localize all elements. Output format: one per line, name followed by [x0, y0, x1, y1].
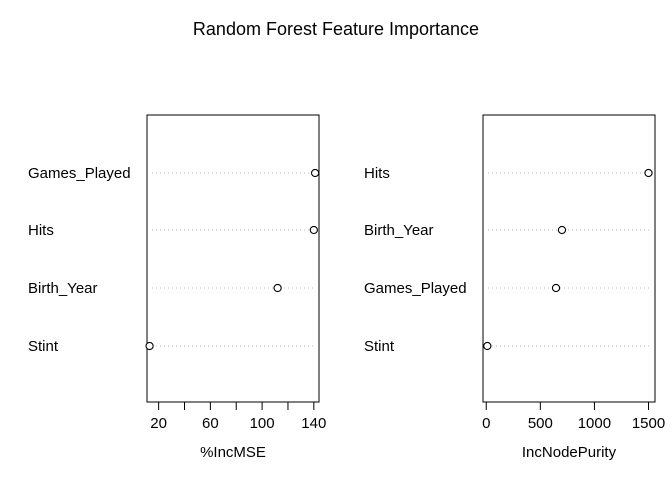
- category-label: Stint: [28, 338, 59, 355]
- x-tick-label: 60: [202, 415, 219, 432]
- category-label: Stint: [364, 338, 395, 355]
- x-tick-label: 0: [482, 415, 490, 432]
- panel-incmse: Games_Played Hits Birth_Year Stint 20 60 100 14…: [28, 114, 326, 461]
- data-point: [273, 283, 282, 293]
- category-label: Games_Played: [364, 280, 467, 297]
- category-label: Birth_Year: [364, 222, 434, 239]
- x-axis-label: IncNodePurity: [522, 444, 617, 461]
- data-point: [557, 225, 567, 235]
- data-point: [644, 168, 653, 178]
- x-tick-label: 20: [150, 415, 167, 432]
- data-point: [145, 341, 154, 351]
- data-point: [483, 341, 492, 351]
- category-label: Games_Played: [28, 165, 131, 182]
- data-point: [551, 283, 561, 293]
- x-tick-label: 1500: [632, 415, 665, 432]
- data-point: [310, 168, 320, 178]
- data-point: [309, 225, 318, 235]
- chart-title: Random Forest Feature Importance: [193, 19, 479, 39]
- category-label: Hits: [364, 165, 390, 182]
- category-label: Birth_Year: [28, 280, 98, 297]
- x-tick-label: 500: [528, 415, 553, 432]
- plot-frame: [482, 114, 656, 403]
- x-tick-label: 1000: [578, 415, 611, 432]
- plot-frame: [146, 114, 320, 403]
- panel-incnodepurity: Hits Birth_Year Games_Played Stint 0 500 1000 1…: [364, 114, 665, 461]
- x-axis-label: %IncMSE: [200, 444, 266, 461]
- category-label: Hits: [28, 222, 54, 239]
- x-tick-label: 140: [301, 415, 326, 432]
- x-tick-label: 100: [250, 415, 275, 432]
